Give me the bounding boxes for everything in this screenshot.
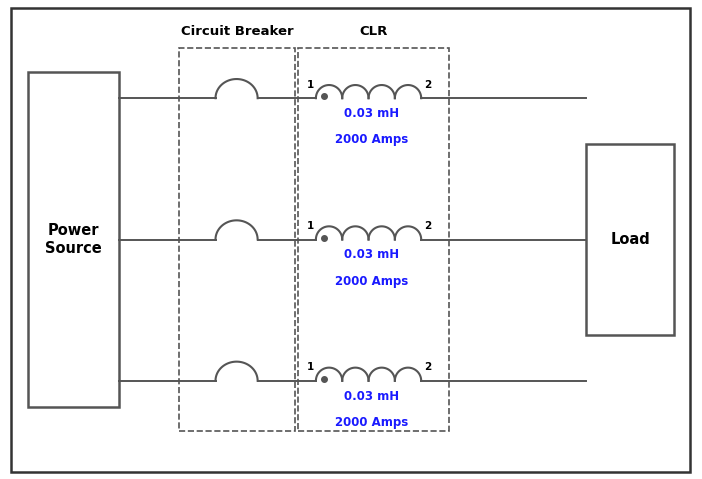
Text: Power
Source: Power Source bbox=[46, 223, 102, 256]
Bar bbox=[179, 48, 295, 431]
Bar bbox=[586, 144, 674, 335]
Text: 2: 2 bbox=[424, 362, 431, 372]
Bar bbox=[298, 48, 449, 431]
Text: 2: 2 bbox=[424, 80, 431, 90]
Bar bbox=[28, 72, 119, 407]
Text: 0.03 mH: 0.03 mH bbox=[345, 248, 399, 261]
Text: 1: 1 bbox=[307, 221, 314, 231]
Text: CLR: CLR bbox=[359, 25, 388, 38]
Text: 2000 Amps: 2000 Amps bbox=[336, 133, 409, 146]
Text: 0.03 mH: 0.03 mH bbox=[345, 107, 399, 120]
Text: 1: 1 bbox=[307, 362, 314, 372]
Text: Load: Load bbox=[610, 232, 650, 247]
Text: 1: 1 bbox=[307, 80, 314, 90]
Text: Circuit Breaker: Circuit Breaker bbox=[180, 25, 293, 38]
Text: 2000 Amps: 2000 Amps bbox=[336, 274, 409, 287]
Text: 2000 Amps: 2000 Amps bbox=[336, 416, 409, 429]
Text: 0.03 mH: 0.03 mH bbox=[345, 389, 399, 402]
Text: 2: 2 bbox=[424, 221, 431, 231]
